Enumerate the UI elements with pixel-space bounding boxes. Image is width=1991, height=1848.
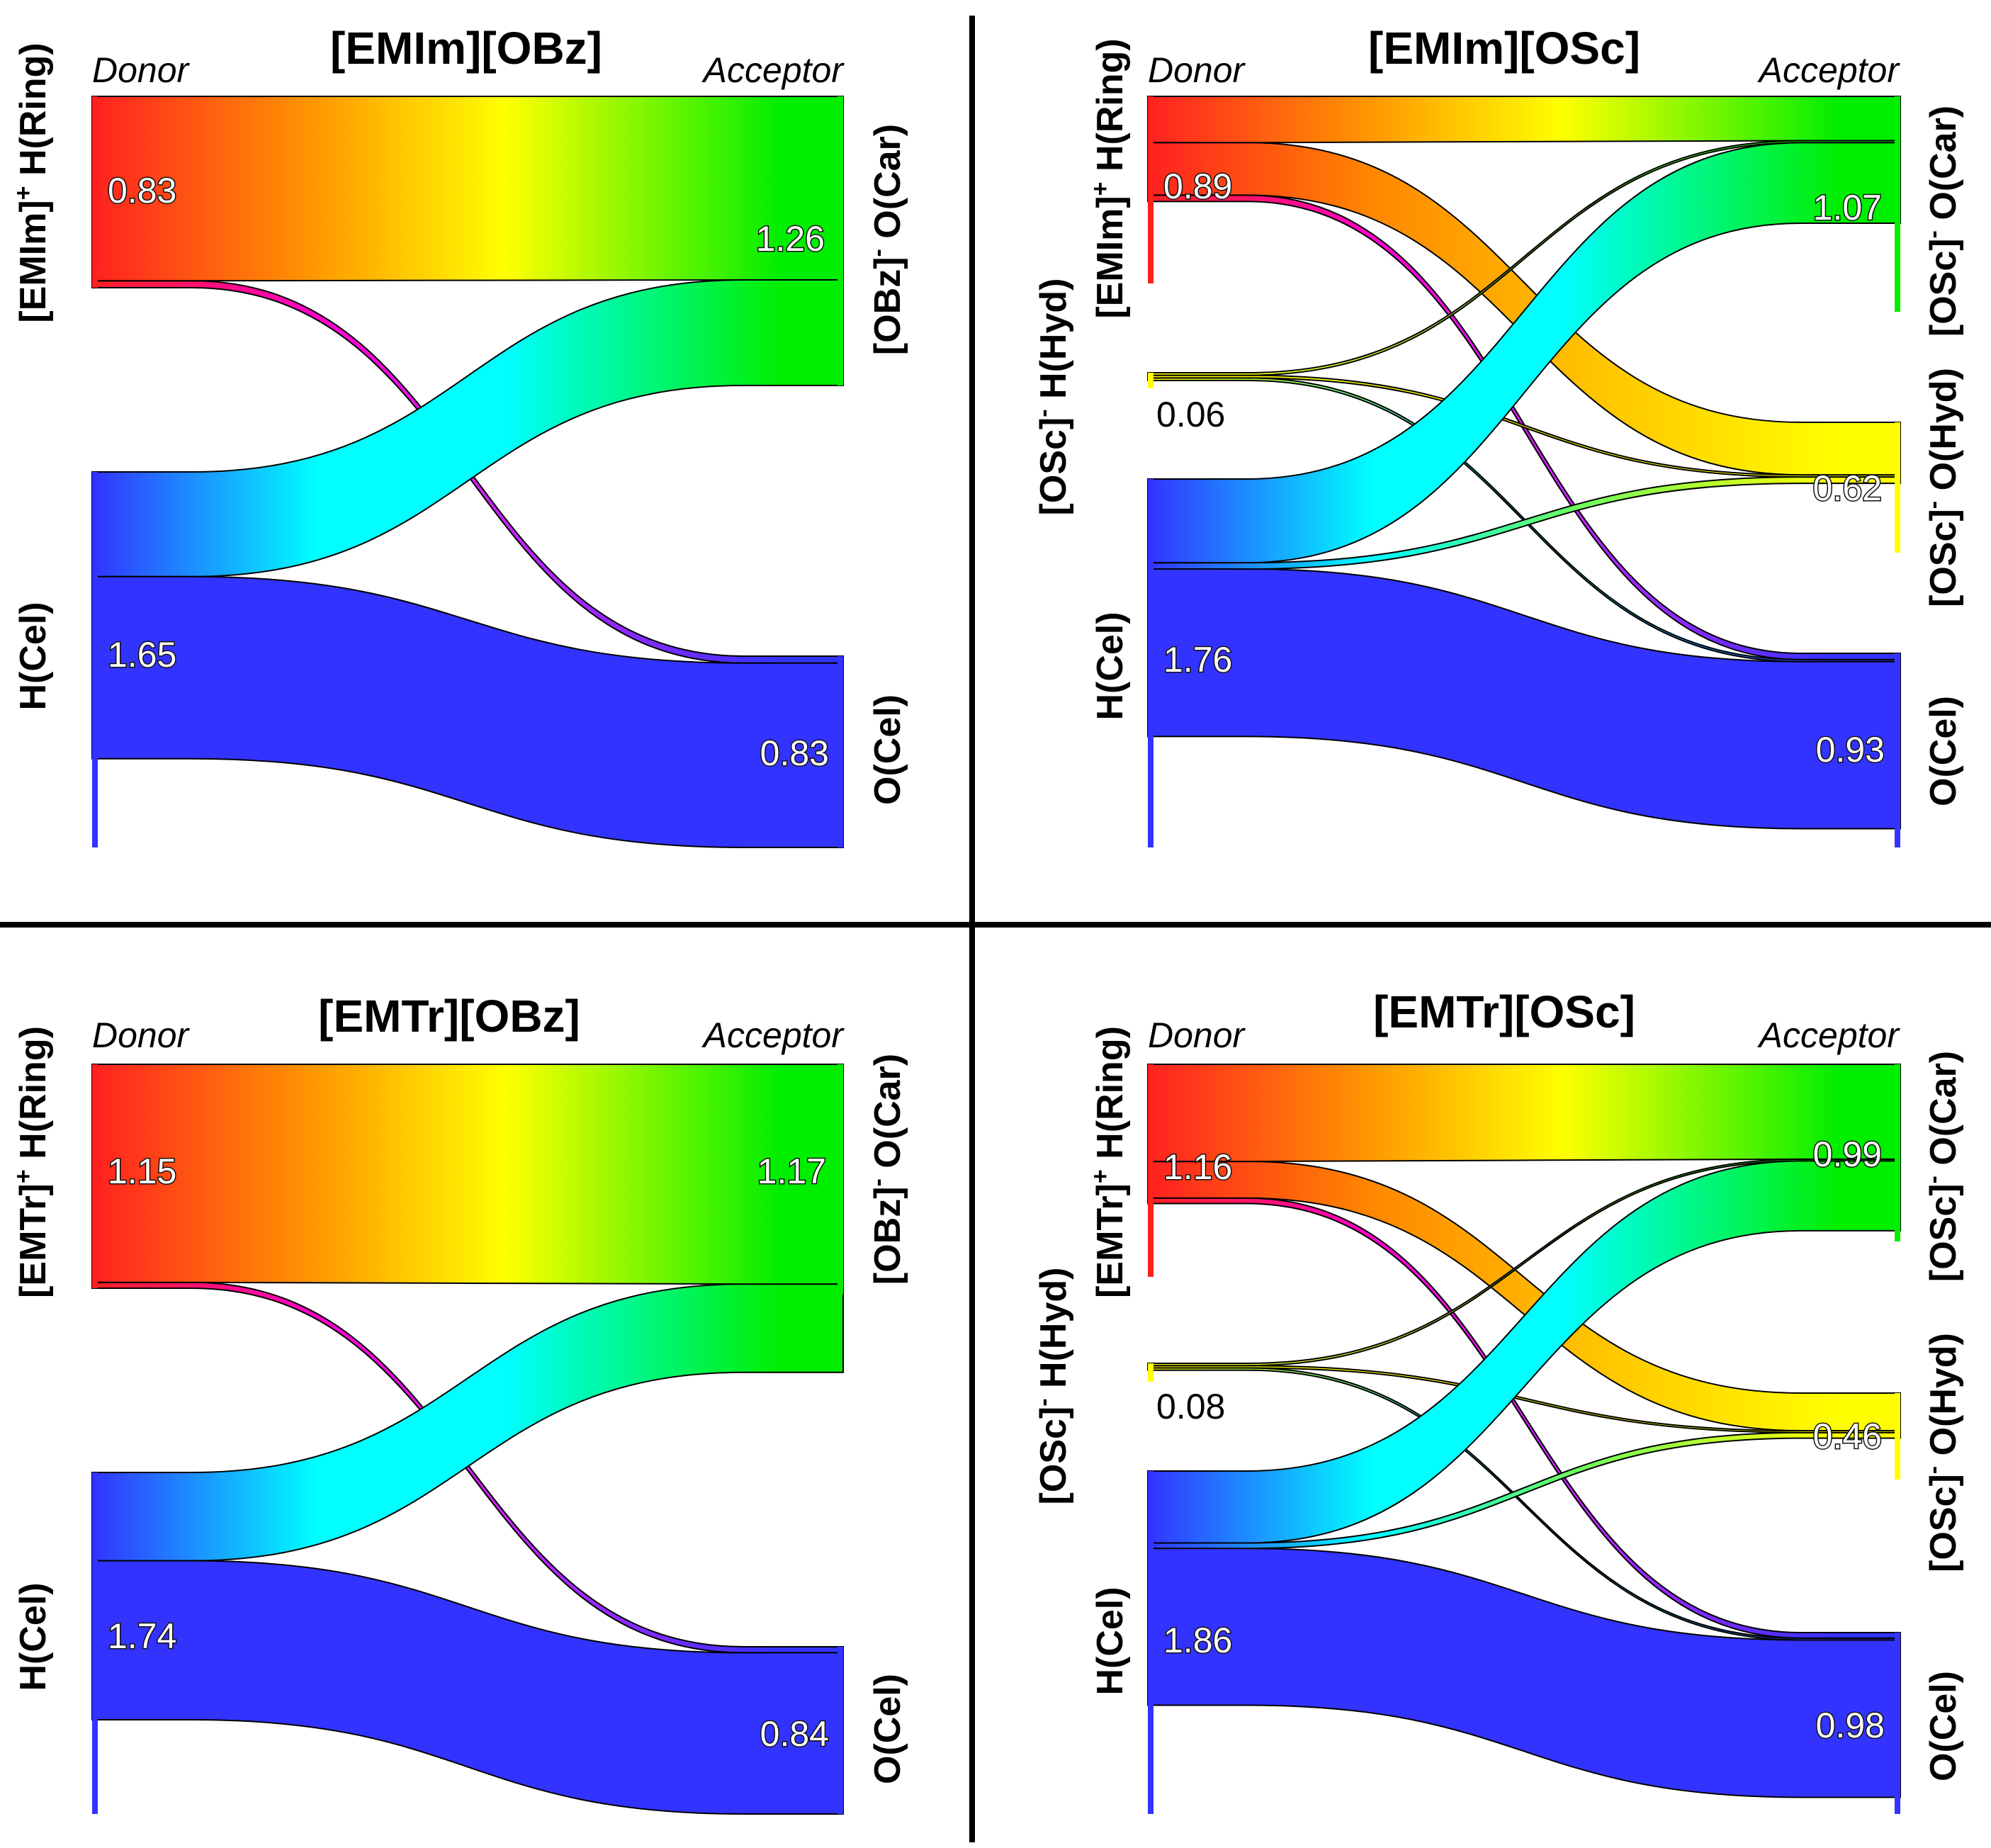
- acceptor-value-ocar: 0.99: [1813, 1134, 1882, 1174]
- acceptor-role-label: Acceptor: [701, 50, 845, 90]
- flow-link-hcel-to-ocar: [1147, 142, 1901, 564]
- acceptor-label-ocel: O(Cel): [1923, 696, 1964, 806]
- panel-emtr-obz: [EMTr][OBz] Donor Acceptor 1.15 1.74 1.1…: [10, 991, 908, 1815]
- acceptor-label-ocel: O(Cel): [867, 694, 908, 805]
- donor-value-ring: 0.83: [108, 171, 176, 210]
- donor-role-label: Donor: [92, 1015, 191, 1055]
- panel-emim-obz: [EMIm][OBz] Donor Acceptor 0.83 1.65 1.2…: [10, 23, 908, 848]
- flow-link-hcel-to-ocar: [1147, 1160, 1901, 1544]
- flow-link-ring-to-ocar: [1147, 95, 1901, 144]
- acceptor-label-ohyd: [OSc]- O(Hyd): [1920, 368, 1964, 607]
- flow-links: [1147, 95, 1901, 847]
- acceptor-node-bar: [1895, 422, 1900, 553]
- donor-value-hcel: 1.86: [1163, 1621, 1232, 1660]
- flow-link-hcel-to-ocel: [91, 575, 844, 848]
- acceptor-node-bar: [1895, 653, 1900, 847]
- donor-value-hcel: 1.74: [108, 1616, 176, 1656]
- acceptor-value-ocel: 0.93: [1816, 730, 1885, 770]
- donor-node-bar: [1148, 1064, 1154, 1277]
- acceptor-value-ocel: 0.98: [1816, 1706, 1885, 1745]
- acceptor-label-ocel: O(Cel): [1923, 1671, 1964, 1781]
- donor-role-label: Donor: [1148, 50, 1246, 90]
- acceptor-node-bar: [837, 96, 843, 385]
- acceptor-value-ocar: 1.26: [756, 219, 825, 259]
- acceptor-value-ocar: 1.17: [757, 1151, 826, 1191]
- acceptor-label-ocel: O(Cel): [867, 1674, 908, 1784]
- acceptor-node-bar: [1895, 96, 1900, 312]
- panel-title: [EMTr][OBz]: [318, 991, 580, 1042]
- donor-node-bar: [1148, 373, 1154, 388]
- acceptor-value-ocel: 0.84: [760, 1714, 829, 1754]
- flow-links: [91, 1063, 844, 1815]
- flow-link-ring-to-ocar: [91, 95, 844, 282]
- panel-title: [EMIm][OSc]: [1368, 23, 1640, 74]
- donor-node-bar: [92, 1472, 98, 1814]
- donor-node-bar: [1148, 96, 1154, 283]
- donor-label-ring: [EMIm]+ H(Ring): [10, 43, 54, 322]
- acceptor-value-ohyd: 0.62: [1813, 468, 1882, 508]
- acceptor-label-ocar: [OBz]- O(Car): [864, 124, 908, 355]
- donor-value-hcel: 1.65: [108, 635, 176, 675]
- acceptor-role-label: Acceptor: [1757, 50, 1901, 90]
- acceptor-role-label: Acceptor: [1757, 1015, 1901, 1055]
- donor-value-hyd: 0.06: [1156, 395, 1225, 434]
- donor-value-ring: 0.89: [1163, 167, 1232, 206]
- acceptor-label-ohyd: [OSc]- O(Hyd): [1920, 1333, 1964, 1572]
- donor-role-label: Donor: [92, 50, 191, 90]
- flow-link-ring-to-ocar: [1147, 1063, 1901, 1163]
- flow-link-hcel-to-ocel: [1147, 568, 1901, 830]
- flow-link-ring-to-ocar: [91, 1063, 844, 1285]
- donor-label-hcel: H(Cel): [13, 1582, 54, 1691]
- flow-link-hcel-to-ocel: [1147, 1548, 1901, 1798]
- donor-node-bar: [1148, 1471, 1154, 1814]
- donor-value-ring: 1.16: [1163, 1147, 1232, 1187]
- acceptor-node-bar: [1895, 1633, 1900, 1814]
- acceptor-node-bar: [1895, 1064, 1900, 1241]
- donor-label-hyd: [OSc]- H(Hyd): [1030, 278, 1074, 516]
- donor-label-ring: [EMTr]+ H(Ring): [1087, 1026, 1131, 1298]
- donor-node-bar: [92, 472, 98, 847]
- acceptor-label-ocar: [OBz]- O(Car): [864, 1054, 908, 1285]
- acceptor-value-ocel: 0.83: [760, 733, 829, 773]
- acceptor-label-ocar: [OSc]- O(Car): [1920, 106, 1964, 337]
- acceptor-node-bar: [1895, 1393, 1900, 1480]
- donor-label-ring: [EMIm]+ H(Ring): [1087, 38, 1131, 318]
- acceptor-node-bar: [837, 656, 843, 847]
- donor-label-ring: [EMTr]+ H(Ring): [10, 1026, 54, 1298]
- donor-node-bar: [1148, 479, 1154, 847]
- donor-value-hyd: 0.08: [1156, 1387, 1225, 1426]
- acceptor-label-ocar: [OSc]- O(Car): [1920, 1051, 1964, 1282]
- donor-label-hcel: H(Cel): [1090, 1587, 1131, 1695]
- flow-links: [1147, 1063, 1901, 1814]
- panel-title: [EMTr][OSc]: [1373, 986, 1635, 1037]
- donor-value-ring: 1.15: [108, 1151, 176, 1191]
- panel-emim-osc: [EMIm][OSc] Donor Acceptor 0.89 0.06 1.7…: [1030, 23, 1964, 847]
- panel-title: [EMIm][OBz]: [330, 23, 602, 74]
- acceptor-value-ohyd: 0.46: [1813, 1416, 1882, 1456]
- donor-node-bar: [1148, 1363, 1154, 1382]
- donor-value-hcel: 1.76: [1163, 640, 1232, 680]
- acceptor-role-label: Acceptor: [701, 1015, 845, 1055]
- flow-link-hcel-to-ocar: [91, 279, 844, 578]
- flow-links: [91, 95, 844, 848]
- acceptor-value-ocar: 1.07: [1813, 188, 1882, 227]
- donor-node-bar: [92, 96, 98, 288]
- donor-label-hcel: H(Cel): [1090, 612, 1131, 720]
- donor-role-label: Donor: [1148, 1015, 1246, 1055]
- acceptor-node-bar: [837, 1647, 843, 1814]
- donor-label-hyd: [OSc]- H(Hyd): [1030, 1268, 1074, 1505]
- flow-link-hcel-to-ocar: [91, 1283, 844, 1562]
- flow-link-hcel-to-ocel: [91, 1560, 844, 1815]
- panel-emtr-osc: [EMTr][OSc] Donor Acceptor 1.16 0.08 1.8…: [1030, 986, 1964, 1814]
- acceptor-node-bar: [837, 1064, 843, 1294]
- donor-node-bar: [92, 1064, 98, 1288]
- donor-label-hcel: H(Cel): [13, 602, 54, 710]
